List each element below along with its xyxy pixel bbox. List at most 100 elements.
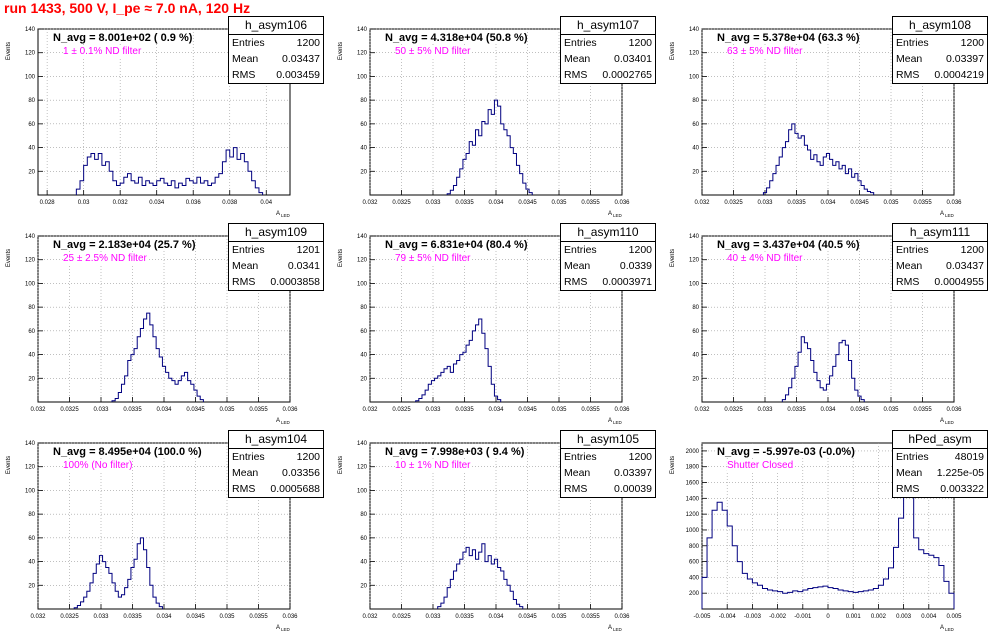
y-tick-label: 80 [28, 305, 35, 311]
stats-key: Mean [896, 467, 923, 479]
y-tick-label: 20 [360, 583, 367, 589]
y-tick-label: 140 [689, 234, 700, 240]
y-tick-label: 20 [692, 169, 699, 175]
stats-value: 0.0341 [287, 260, 320, 272]
stats-box-title: h_asym110 [561, 224, 655, 242]
y-tick-label: 40 [692, 353, 699, 359]
x-axis-label-subscript: LED [613, 213, 623, 218]
x-tick-label: 0.0335 [455, 200, 474, 206]
x-axis-label: A [276, 625, 280, 631]
stats-key: Entries [896, 451, 929, 463]
x-tick-label: -0.002 [769, 614, 787, 620]
y-tick-label: 1000 [686, 528, 700, 534]
x-tick-label: 0.033 [425, 200, 441, 206]
filter-label: 1 ± 0.1% ND filter [63, 46, 142, 57]
stats-value: 1200 [960, 244, 984, 256]
x-tick-label: 0.032 [30, 407, 46, 413]
x-tick-label: 0.038 [222, 200, 238, 206]
stats-value: 1201 [296, 244, 320, 256]
stats-box: h_asym108 Entries 1200 Mean 0.03397 RMS 0.0004… [892, 16, 988, 84]
stats-key: RMS [232, 69, 256, 81]
y-axis-label: Events [338, 456, 344, 474]
y-tick-label: 140 [25, 441, 36, 447]
stats-box-title: h_asym107 [561, 17, 655, 35]
y-tick-label: 120 [689, 51, 700, 57]
stats-value: 0.03437 [282, 53, 320, 65]
y-tick-label: 140 [357, 441, 368, 447]
x-tick-label: 0.028 [40, 200, 56, 206]
stats-value: 48019 [954, 451, 984, 463]
x-tick-label: 0.033 [757, 200, 773, 206]
stats-key: Mean [564, 53, 591, 65]
filter-label: Shutter Closed [727, 460, 794, 471]
y-tick-label: 40 [360, 146, 367, 152]
stats-key: Entries [232, 37, 265, 49]
x-tick-label: 0.04 [260, 200, 272, 206]
y-axis-label: Events [6, 456, 12, 474]
y-tick-label: 20 [28, 169, 35, 175]
x-tick-label: 0.0355 [581, 200, 600, 206]
histogram-series-line [75, 147, 264, 195]
histogram-series-line [111, 312, 204, 402]
x-tick-label: 0.0345 [186, 614, 205, 620]
navg-label: N_avg = 8.001e+02 ( 0.9 %) [53, 32, 193, 44]
y-tick-label: 100 [25, 74, 36, 80]
y-tick-label: 600 [689, 560, 700, 566]
x-axis-label-subscript: LED [281, 213, 291, 218]
x-tick-label: 0.0345 [518, 200, 537, 206]
y-tick-label: 120 [357, 51, 368, 57]
x-tick-label: 0.0355 [913, 407, 932, 413]
stats-key: RMS [564, 276, 588, 288]
x-axis-label-subscript: LED [945, 213, 955, 218]
y-tick-label: 120 [25, 258, 36, 264]
navg-label: N_avg = 2.183e+04 (25.7 %) [53, 239, 196, 251]
stats-key: Entries [564, 451, 597, 463]
filter-label: 50 ± 5% ND filter [395, 46, 471, 57]
stats-box-title: h_asym108 [893, 17, 987, 35]
y-tick-label: 60 [28, 122, 35, 128]
filter-label: 63 ± 5% ND filter [727, 46, 803, 57]
stats-key: RMS [896, 483, 920, 495]
stats-row: RMS 0.0002765 [561, 67, 655, 83]
histogram-panel-hPed_asym: -0.005 -0.004 -0.003 -0.002 -0.001 0 0.001 0.00… [664, 427, 996, 634]
y-tick-label: 80 [28, 98, 35, 104]
x-axis-label-subscript: LED [613, 627, 623, 632]
x-tick-label: 0.0355 [581, 407, 600, 413]
y-tick-label: 120 [25, 465, 36, 471]
y-tick-label: 100 [25, 281, 36, 287]
histogram-panel-h_asym104: 0.032 0.0325 0.033 0.0335 0.034 0.0345 0.035 0.… [0, 427, 332, 634]
stats-box: h_asym104 Entries 1200 Mean 0.03356 RMS 0.0005… [228, 430, 324, 498]
stats-row: RMS 0.0005688 [229, 481, 323, 497]
stats-key: Mean [564, 467, 591, 479]
stats-box: h_asym110 Entries 1200 Mean 0.0339 RMS 0.00039… [560, 223, 656, 291]
y-tick-label: 120 [357, 258, 368, 264]
x-axis-label: A [276, 418, 280, 424]
y-tick-label: 120 [357, 465, 368, 471]
stats-value: 0.0004955 [934, 276, 984, 288]
y-tick-label: 100 [357, 74, 368, 80]
histogram-series-line [437, 543, 524, 609]
stats-box: h_asym109 Entries 1201 Mean 0.0341 RMS 0.00038… [228, 223, 324, 291]
stats-row: Mean 0.03397 [893, 51, 987, 67]
x-tick-label: 0.0325 [392, 200, 411, 206]
x-tick-label: 0.034 [156, 407, 172, 413]
x-tick-label: 0.034 [488, 200, 504, 206]
stats-value: 1200 [628, 244, 652, 256]
y-tick-label: 40 [28, 560, 35, 566]
histogram-series-line [762, 123, 875, 195]
x-tick-label: 0.0355 [913, 200, 932, 206]
x-tick-label: 0.035 [551, 407, 567, 413]
navg-label: N_avg = 8.495e+04 (100.0 %) [53, 446, 202, 458]
y-tick-label: 140 [357, 27, 368, 33]
x-tick-label: 0.034 [149, 200, 165, 206]
stats-value: 0.03397 [614, 467, 652, 479]
y-tick-label: 200 [689, 591, 700, 597]
y-tick-label: 80 [360, 305, 367, 311]
y-tick-label: 100 [25, 488, 36, 494]
page-title: run 1433, 500 V, I_pe ≈ 7.0 nA, 120 Hz [4, 0, 251, 16]
x-tick-label: 0.033 [93, 614, 109, 620]
y-tick-label: 100 [357, 488, 368, 494]
x-tick-label: 0.0325 [60, 407, 79, 413]
stats-row: Mean 0.03397 [561, 465, 655, 481]
x-tick-label: 0.034 [820, 200, 836, 206]
